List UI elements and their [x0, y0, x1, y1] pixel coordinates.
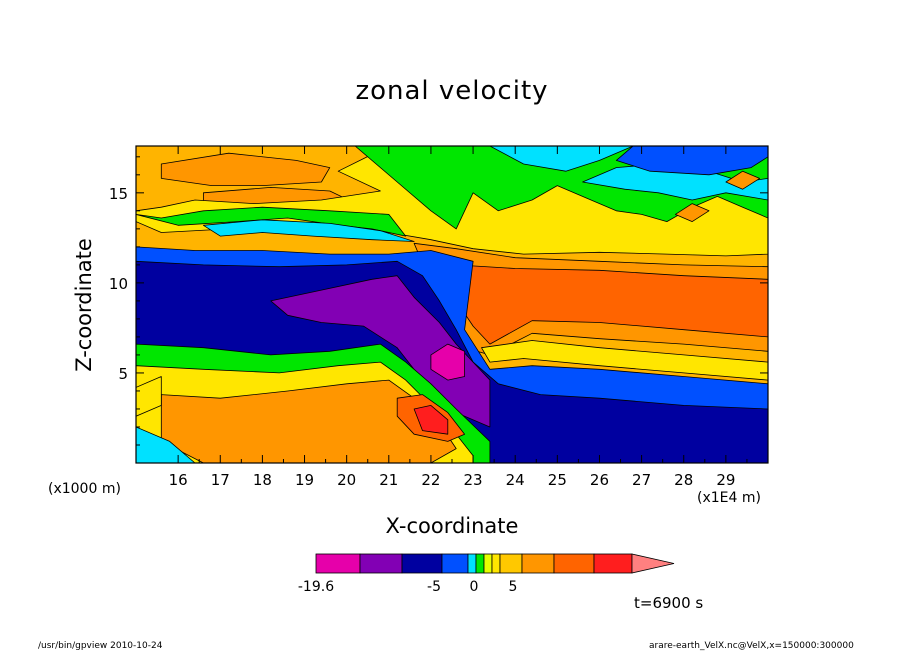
contour-region-21: [413, 404, 449, 435]
x-axis-label: X-coordinate: [385, 514, 519, 538]
contour-region-1: [160, 152, 331, 187]
x-tick-label: 29: [716, 471, 735, 489]
x-tick-label: 22: [421, 471, 440, 489]
x-axis-unit-right: (x1E4 m): [697, 490, 761, 506]
colorbar: [315, 553, 675, 574]
colorbar-segment: [359, 553, 403, 574]
x-tick-label: 21: [379, 471, 398, 489]
contour-region-7: [489, 146, 634, 172]
colorbar-segment: [467, 553, 477, 574]
x-tick-label: 23: [464, 471, 483, 489]
time-annotation: t=6900 s: [634, 594, 704, 612]
y-tick-label: 15: [109, 185, 128, 203]
x-tick-label: 26: [590, 471, 609, 489]
contour-region-5: [136, 206, 407, 237]
x-tick-label: 20: [337, 471, 356, 489]
colorbar-extend-arrow: [631, 553, 675, 574]
colorbar-label-zero: 0: [470, 579, 479, 595]
colorbar-segment: [483, 553, 493, 574]
x-tick-label: 19: [295, 471, 314, 489]
x-tick-label: 27: [632, 471, 651, 489]
colorbar-segment: [475, 553, 485, 574]
y-tick-label: 10: [109, 275, 128, 293]
colorbar-segment: [521, 553, 555, 574]
colorbar-segment: [491, 553, 501, 574]
x-tick-label: 16: [169, 471, 188, 489]
colorbar-segment: [441, 553, 469, 574]
colorbar-label-pos5: 5: [509, 579, 518, 595]
contour-region-23: [136, 426, 196, 463]
chart-title: zonal velocity: [355, 76, 549, 106]
footer-source: arare-earth_VelX.nc@VelX,x=150000:300000: [649, 641, 854, 651]
contour-fill-group: [136, 146, 768, 463]
y-tick-label: 5: [118, 365, 128, 383]
contour-region-16: [430, 343, 466, 381]
colorbar-label-neg5: -5: [427, 579, 441, 595]
contour-region-12: [481, 340, 768, 381]
x-tick-label: 18: [253, 471, 272, 489]
contour-region-24: [674, 203, 710, 223]
x-tick-label: 17: [211, 471, 230, 489]
contour-region-9: [615, 146, 768, 176]
x-tick-label: 25: [548, 471, 567, 489]
footer-program-date: /usr/bin/gpview 2010-10-24: [38, 641, 163, 651]
contour-region-22: [136, 376, 162, 417]
colorbar-labels: -19.6 -5 0 5: [298, 579, 518, 595]
colorbar-segment: [499, 553, 523, 574]
x-tick-label: 28: [674, 471, 693, 489]
contour-region-6: [202, 219, 415, 242]
colorbar-segment: [315, 553, 361, 574]
colorbar-label-min: -19.6: [298, 579, 334, 595]
colorbar-segment: [553, 553, 595, 574]
x-tick-label: 24: [506, 471, 525, 489]
colorbar-segment: [593, 553, 633, 574]
y-axis-ticks: 5 10 15: [109, 156, 768, 446]
contour-region-25: [725, 170, 760, 190]
colorbar-segment: [401, 553, 443, 574]
x-axis-unit-left: (x1000 m): [48, 481, 121, 497]
contour-region-11: [455, 264, 768, 345]
x-axis-ticks: 16 17 18 19 20 21 22 23 24 25 26 27 28 29: [169, 146, 748, 489]
